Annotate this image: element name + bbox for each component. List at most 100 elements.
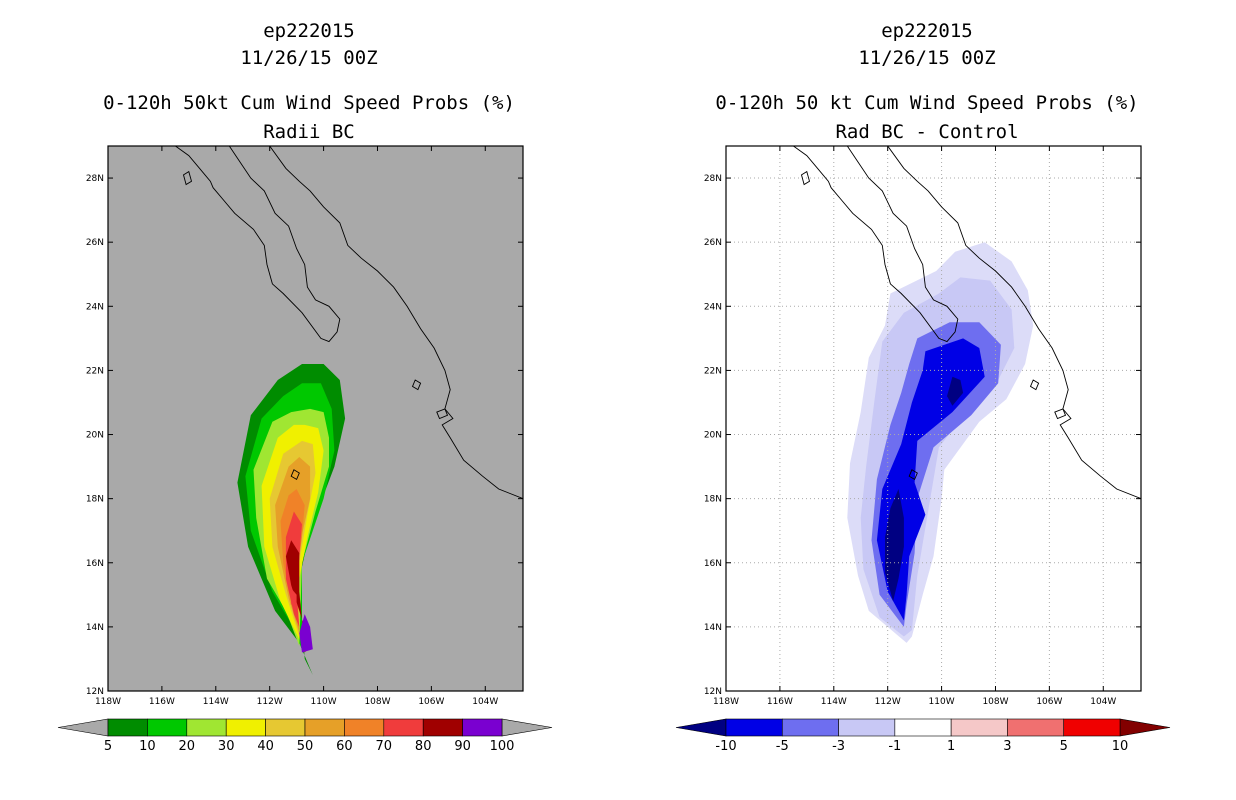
- colorbar-label: 60: [336, 739, 353, 754]
- y-tick-label: 22N: [704, 366, 722, 376]
- y-tick-label: 28N: [704, 174, 722, 184]
- x-tick-label: 106W: [1036, 697, 1062, 707]
- colorbar-label: 80: [415, 739, 432, 754]
- x-tick-label: 112W: [257, 697, 283, 707]
- colorbar-label: 20: [179, 739, 196, 754]
- x-tick-label: 108W: [364, 697, 390, 707]
- x-tick-label: 112W: [875, 697, 901, 707]
- y-tick-label: 14N: [704, 623, 722, 633]
- colorbar-over-triangle: [501, 718, 553, 737]
- colorbar-under-triangle: [57, 718, 109, 737]
- y-tick-label: 24N: [86, 302, 104, 312]
- colorbar-swatch: [1063, 718, 1121, 737]
- contour-band-10: [299, 614, 313, 653]
- y-tick-label: 20N: [704, 431, 722, 441]
- island-outline: [800, 170, 811, 186]
- coastline-mainland: [887, 146, 1141, 500]
- panel-right: 118W 116W 114W 112W 110W 108W 106W 104W 12N 14N 16…: [675, 145, 1171, 754]
- plot-area: [175, 146, 523, 675]
- plot-frame: [107, 145, 524, 692]
- right-title-date: 11/26/15 00Z: [858, 47, 996, 69]
- contour-band-6: [885, 489, 904, 602]
- colorbar-label: -1: [888, 739, 901, 754]
- left-title-date: 11/26/15 00Z: [240, 47, 378, 69]
- contour-band-11: [291, 588, 297, 608]
- colorbar-swatch: [894, 718, 952, 737]
- colorbar-label: 40: [257, 739, 274, 754]
- colorbar-swatch: [107, 718, 148, 737]
- colorbar-swatch: [462, 718, 503, 737]
- y-tick-label: 16N: [86, 559, 104, 569]
- colorbar-label: 10: [1112, 739, 1129, 754]
- colorbar: -10 -5 -3 -1 1 3 5 10: [675, 718, 1171, 754]
- colorbar-swatch: [344, 718, 385, 737]
- y-tick-label: 14N: [86, 623, 104, 633]
- colorbar-over-triangle: [1119, 718, 1171, 737]
- coastline-baja: [175, 146, 341, 343]
- colorbar-label: 100: [490, 739, 515, 754]
- colorbar-label: 50: [297, 739, 314, 754]
- x-tick-label: 118W: [95, 697, 121, 707]
- y-tick-label: 12N: [86, 687, 104, 697]
- x-tick-label: 110W: [929, 697, 955, 707]
- colorbar-label: 3: [1003, 739, 1011, 754]
- y-tick-label: 18N: [704, 495, 722, 505]
- y-tick-label: 28N: [86, 174, 104, 184]
- y-tick-label: 22N: [86, 366, 104, 376]
- coastline-mainland: [269, 146, 523, 500]
- x-tick-label: 106W: [418, 697, 444, 707]
- island-outline: [1054, 408, 1067, 420]
- island-outline: [290, 469, 300, 481]
- x-tick-label: 110W: [311, 697, 337, 707]
- x-tick-label: 116W: [149, 697, 175, 707]
- colorbar-label: 10: [139, 739, 156, 754]
- colorbar-swatch: [781, 718, 839, 737]
- colorbar-swatch: [147, 718, 188, 737]
- colorbar-swatch: [186, 718, 227, 737]
- right-title-storm: ep222015: [881, 20, 973, 42]
- right-title-variant: Rad BC - Control: [835, 121, 1019, 143]
- island-outline: [1029, 379, 1040, 391]
- y-tick-label: 26N: [86, 238, 104, 248]
- x-tick-label: 114W: [821, 697, 847, 707]
- contour-band-9: [285, 540, 311, 653]
- y-tick-label: 20N: [86, 431, 104, 441]
- colorbar-label: 1: [947, 739, 955, 754]
- left-title-storm: ep222015: [263, 20, 355, 42]
- colorbar-swatch: [304, 718, 345, 737]
- colorbar-swatch: [725, 718, 783, 737]
- colorbar-label: 30: [218, 739, 235, 754]
- island-outline: [182, 170, 193, 186]
- colorbar-label: 5: [104, 739, 112, 754]
- island-outline: [436, 408, 449, 420]
- x-tick-label: 104W: [472, 697, 498, 707]
- colorbar: 5 10 20 30 40 50 60 70 80 90 100: [57, 718, 553, 754]
- x-tick-label: 118W: [713, 697, 739, 707]
- y-tick-label: 12N: [704, 687, 722, 697]
- colorbar-swatch: [383, 718, 424, 737]
- contour-band-4: [876, 338, 985, 621]
- plot-area: [726, 146, 1141, 691]
- island-outline: [908, 469, 918, 481]
- colorbar-swatch: [265, 718, 306, 737]
- y-tick-label: 24N: [704, 302, 722, 312]
- island-outline: [411, 379, 422, 391]
- left-title-variant: Radii BC: [263, 121, 355, 143]
- colorbar-label: -10: [715, 739, 736, 754]
- panel-left: 118W 116W 114W 112W 110W 108W 106W 104W 12N 14N 16…: [57, 145, 553, 754]
- colorbar-label: -3: [832, 739, 845, 754]
- y-tick-label: 18N: [86, 495, 104, 505]
- contour-band-5: [947, 376, 964, 406]
- x-tick-label: 116W: [767, 697, 793, 707]
- colorbar-swatch: [1007, 718, 1065, 737]
- colorbar-swatch: [422, 718, 463, 737]
- colorbar-swatch: [838, 718, 896, 737]
- x-tick-label: 104W: [1090, 697, 1116, 707]
- colorbar-label: 90: [454, 739, 471, 754]
- y-tick-label: 26N: [704, 238, 722, 248]
- y-tick-label: 16N: [704, 559, 722, 569]
- x-tick-label: 114W: [203, 697, 229, 707]
- left-title-product: 0-120h 50kt Cum Wind Speed Probs (%): [103, 92, 515, 114]
- colorbar-under-triangle: [675, 718, 727, 737]
